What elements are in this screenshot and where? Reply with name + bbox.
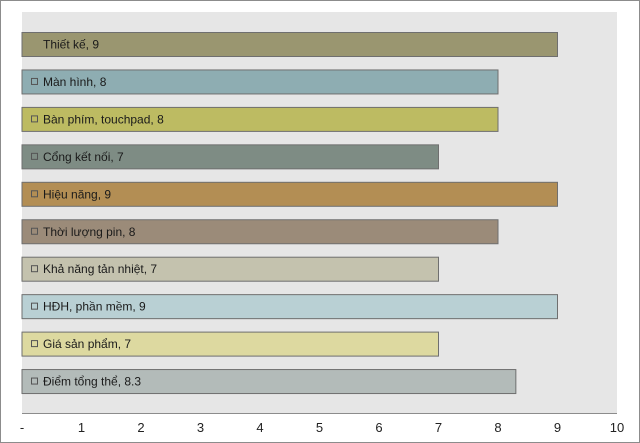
legend-marker-icon (31, 377, 38, 385)
x-tick-label: 2 (137, 420, 144, 435)
bar (21, 32, 558, 57)
bar (21, 331, 439, 357)
legend-marker-icon (31, 227, 38, 235)
bar-data-label: Hiệu năng, 9 (43, 187, 111, 201)
x-tick-label: 5 (316, 420, 323, 435)
x-tick-label: 8 (494, 420, 501, 435)
bar (21, 256, 439, 282)
legend-marker-icon (31, 340, 38, 348)
bar-data-label: Khả năng tản nhiệt, 7 (43, 262, 157, 276)
legend-marker-icon (31, 115, 38, 123)
x-tick-label: 4 (256, 420, 263, 435)
bar (21, 294, 558, 320)
bar (21, 181, 558, 207)
bar-data-label: Thời lượng pin, 8 (43, 225, 136, 239)
x-tick-label: 9 (554, 420, 561, 435)
x-tick-label: 3 (197, 420, 204, 435)
x-tick-label: 6 (375, 420, 382, 435)
bar-data-label: Cổng kết nối, 7 (43, 150, 124, 164)
bar-data-label: Màn hình, 8 (43, 75, 107, 89)
bar (21, 106, 499, 132)
bar-data-label: Thiết kế, 9 (43, 38, 99, 52)
x-tick-label: - (20, 420, 24, 435)
bar (21, 144, 439, 170)
bar-data-label: Giá sản phẩm, 7 (43, 337, 131, 351)
bar-data-label: Điểm tổng thể, 8.3 (43, 375, 141, 389)
bar (21, 69, 499, 95)
x-tick-label: 7 (435, 420, 442, 435)
x-tick-label: 10 (610, 420, 624, 435)
bar-data-label: HĐH, phần mềm, 9 (43, 300, 146, 314)
bars-group: Thiết kế, 9 Màn hình, 8 Bàn phím, touchpad… (21, 32, 558, 395)
legend-marker-icon (31, 265, 38, 273)
legend-marker-icon (31, 152, 38, 160)
x-axis-ticks: - 1 2 3 4 5 6 7 8 9 10 (20, 420, 624, 435)
bar-data-label: Bàn phím, touchpad, 8 (43, 112, 164, 126)
bar (21, 219, 499, 245)
legend-marker-icon (31, 302, 38, 310)
legend-marker-icon (31, 190, 38, 198)
legend-marker-icon (31, 77, 38, 85)
bar (21, 369, 517, 395)
x-tick-label: 1 (78, 420, 85, 435)
